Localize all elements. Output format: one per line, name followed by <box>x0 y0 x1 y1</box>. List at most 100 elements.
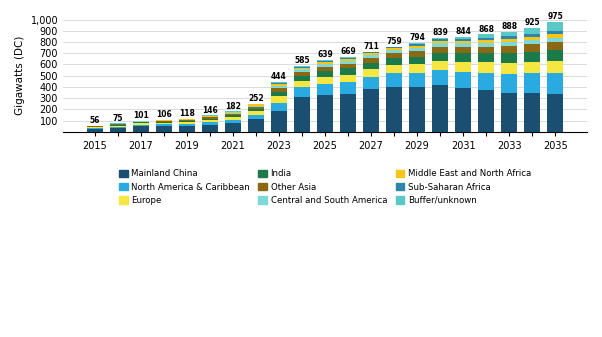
Bar <box>524 93 540 132</box>
Bar <box>87 127 103 128</box>
Bar <box>524 44 540 52</box>
Bar <box>340 74 356 82</box>
Bar <box>432 38 448 39</box>
Bar <box>478 34 494 37</box>
Text: 759: 759 <box>386 37 402 46</box>
Bar <box>386 58 402 65</box>
Bar <box>294 67 310 68</box>
Bar <box>110 128 126 132</box>
Bar <box>386 73 402 87</box>
Text: 975: 975 <box>547 12 563 22</box>
Bar <box>478 53 494 62</box>
Bar <box>340 61 356 64</box>
Bar <box>547 37 563 42</box>
Bar <box>363 77 379 89</box>
Text: 118: 118 <box>179 109 195 118</box>
Bar <box>156 124 172 126</box>
Bar <box>455 88 471 132</box>
Bar <box>501 53 517 63</box>
Bar <box>501 46 517 53</box>
Bar <box>87 129 103 132</box>
Bar <box>547 50 563 61</box>
Bar <box>271 86 287 88</box>
Text: 794: 794 <box>409 33 425 42</box>
Bar <box>202 118 218 119</box>
Bar <box>432 61 448 70</box>
Y-axis label: Gigawatts (DC): Gigawatts (DC) <box>15 36 25 115</box>
Bar <box>225 112 241 113</box>
Bar <box>225 113 241 114</box>
Bar <box>547 34 563 37</box>
Bar <box>248 105 264 107</box>
Bar <box>501 42 517 46</box>
Bar <box>294 68 310 69</box>
Bar <box>156 122 172 123</box>
Bar <box>317 95 333 132</box>
Bar <box>501 36 517 39</box>
Bar <box>133 122 149 123</box>
Bar <box>179 122 195 124</box>
Legend: Mainland China, North America & Caribbean, Europe, India, Other Asia, Central an: Mainland China, North America & Caribbea… <box>117 167 533 207</box>
Bar <box>156 121 172 122</box>
Bar <box>363 55 379 58</box>
Bar <box>133 125 149 126</box>
Bar <box>478 40 494 43</box>
Bar <box>271 82 287 83</box>
Bar <box>294 97 310 132</box>
Bar <box>225 120 241 123</box>
Bar <box>432 43 448 47</box>
Text: 585: 585 <box>294 56 310 65</box>
Bar <box>202 120 218 122</box>
Bar <box>110 126 126 127</box>
Bar <box>133 126 149 132</box>
Bar <box>179 121 195 122</box>
Bar <box>294 72 310 76</box>
Bar <box>524 40 540 44</box>
Bar <box>455 47 471 53</box>
Bar <box>432 53 448 61</box>
Bar <box>156 120 172 121</box>
Bar <box>317 71 333 77</box>
Bar <box>133 121 149 122</box>
Bar <box>409 73 425 87</box>
Text: 925: 925 <box>524 18 540 27</box>
Bar <box>501 74 517 93</box>
Bar <box>202 125 218 132</box>
Bar <box>294 87 310 97</box>
Bar <box>524 28 540 33</box>
Bar <box>409 48 425 51</box>
Bar <box>363 69 379 77</box>
Bar <box>547 22 563 31</box>
Bar <box>363 58 379 63</box>
Bar <box>271 111 287 132</box>
Text: 444: 444 <box>271 72 287 81</box>
Text: 182: 182 <box>225 101 241 111</box>
Text: 844: 844 <box>455 27 471 36</box>
Bar <box>294 81 310 87</box>
Bar <box>110 125 126 126</box>
Text: 711: 711 <box>363 42 379 51</box>
Bar <box>478 43 494 47</box>
Bar <box>547 31 563 34</box>
Text: 888: 888 <box>501 22 517 31</box>
Bar <box>317 77 333 84</box>
Bar <box>179 120 195 121</box>
Bar <box>294 76 310 81</box>
Bar <box>386 65 402 73</box>
Bar <box>248 115 264 120</box>
Bar <box>202 119 218 120</box>
Bar <box>271 83 287 84</box>
Bar <box>363 63 379 69</box>
Bar <box>248 107 264 109</box>
Bar <box>478 73 494 90</box>
Bar <box>225 116 241 117</box>
Bar <box>455 37 471 39</box>
Bar <box>455 39 471 41</box>
Bar <box>524 73 540 93</box>
Text: 106: 106 <box>156 110 172 119</box>
Bar <box>524 52 540 62</box>
Bar <box>271 84 287 86</box>
Bar <box>547 42 563 50</box>
Bar <box>501 63 517 74</box>
Bar <box>478 62 494 73</box>
